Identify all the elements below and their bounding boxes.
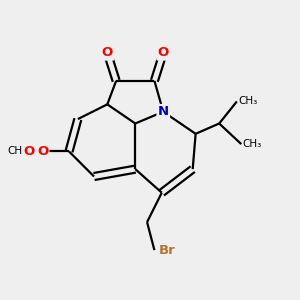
Text: O: O [102,46,113,59]
Text: CH₃: CH₃ [238,96,258,106]
Text: Br: Br [159,244,176,256]
Text: CH₃: CH₃ [8,146,27,157]
Text: O: O [37,145,48,158]
Text: O: O [24,145,35,158]
Text: N: N [158,105,169,118]
Text: O: O [158,46,169,59]
Text: CH₃: CH₃ [243,139,262,149]
